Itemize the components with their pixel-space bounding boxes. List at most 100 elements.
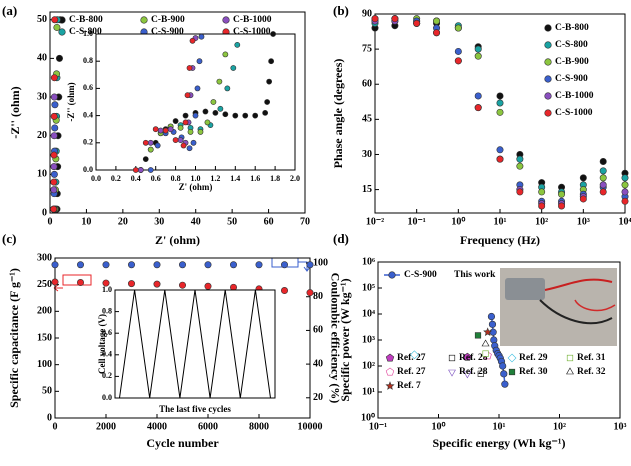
y-tick-label: 0.2 [102,371,112,380]
y-tick-label: 50 [42,386,52,397]
marker [496,155,504,163]
x-tick-label: 10¹ [493,421,506,432]
x-tick-label: 0.8 [171,174,181,183]
x-tick-label: 10³ [577,216,590,227]
marker [599,188,607,196]
x-tick-label: 60 [264,216,274,227]
x-tick-label: 1.2 [210,174,220,183]
marker [179,261,187,269]
legend-label: Ref. 28 [459,353,488,363]
marker [474,92,482,100]
x-tick-label: 0.0 [91,174,101,183]
marker [621,197,629,205]
marker [152,126,159,133]
marker [371,15,379,23]
legend-label: C-S-1000 [233,27,271,37]
y2-tick-label: 40 [313,358,323,369]
marker [538,202,546,210]
marker [197,129,204,135]
marker [477,370,484,377]
legend-label: C-S-900 [151,27,184,37]
marker [413,19,421,27]
marker [280,287,288,295]
marker [58,28,66,36]
marker [474,45,482,53]
legend-label: C-B-900 [151,15,185,25]
x-tick-label: 10⁻¹ [408,216,426,227]
marker [280,261,288,269]
marker [499,362,507,370]
x-tick-label: 0.4 [131,174,141,183]
y-axis-label: Phase angle (degrees) [331,59,345,169]
y-tick-label: 1.0 [83,29,93,38]
x-tick-label: 20 [118,216,128,227]
y-tick-label: 40 [37,53,47,64]
marker [516,155,524,163]
y-tick-label: 0.2 [83,138,93,147]
legend-label: C-S-900 [555,74,588,84]
marker [501,380,509,388]
marker [128,280,136,288]
marker [544,24,552,32]
marker [566,354,574,362]
marker [184,92,191,99]
marker [234,41,241,48]
marker [599,167,607,175]
y-tick-label: 0.8 [83,56,93,65]
x-tick-label: 1.4 [230,174,240,183]
marker [50,205,58,213]
marker [224,85,231,92]
y2-tick-label: 80 [313,291,323,302]
y-tick-label: 200 [37,306,52,317]
y-tick-label: 45 [362,114,372,125]
marker [496,146,504,154]
marker [196,58,203,65]
marker [599,174,607,182]
x-tick-label: 2000 [96,421,116,432]
y-axis-label: Cell voltage (V) [97,314,107,374]
marker [448,354,456,362]
y-tick-label: 10¹ [362,386,375,397]
caption: The last five cycles [159,404,231,414]
marker [255,261,263,269]
marker [142,139,149,146]
marker [410,350,419,360]
marker [264,99,271,105]
marker [153,261,161,269]
x-tick-label: 70 [300,216,310,227]
y-tick-label: 10 [37,169,47,180]
marker [474,104,482,112]
marker [180,142,187,149]
legend-label: Ref. 27 [397,367,426,377]
marker [50,93,58,101]
marker [204,282,212,290]
panel-label: (d) [333,231,349,246]
marker [147,146,154,153]
y-tick-label: 30 [362,149,372,160]
marker [266,78,273,85]
legend-label: C-S-800 [69,27,102,37]
y-axis-label: Specific capacitance (F g⁻¹) [7,268,21,408]
y2-tick-label: 100 [313,257,328,268]
marker [544,109,552,117]
marker [621,188,629,196]
marker [558,202,566,210]
marker [558,190,566,198]
marker [50,186,58,194]
marker [385,353,395,362]
legend-label: C-B-1000 [233,15,272,25]
x-axis-label: Cycle number [146,436,219,450]
marker [474,332,482,339]
y-tick-label: 10⁰ [361,412,375,423]
marker [496,99,504,107]
marker [102,279,110,287]
x-tick-label: 10⁰ [431,421,445,432]
marker [187,129,194,135]
marker [222,16,230,24]
marker [51,261,59,269]
marker [102,261,110,269]
marker [579,195,587,203]
x-tick-label: 0 [53,421,58,432]
marker [482,350,489,357]
marker [544,92,552,100]
